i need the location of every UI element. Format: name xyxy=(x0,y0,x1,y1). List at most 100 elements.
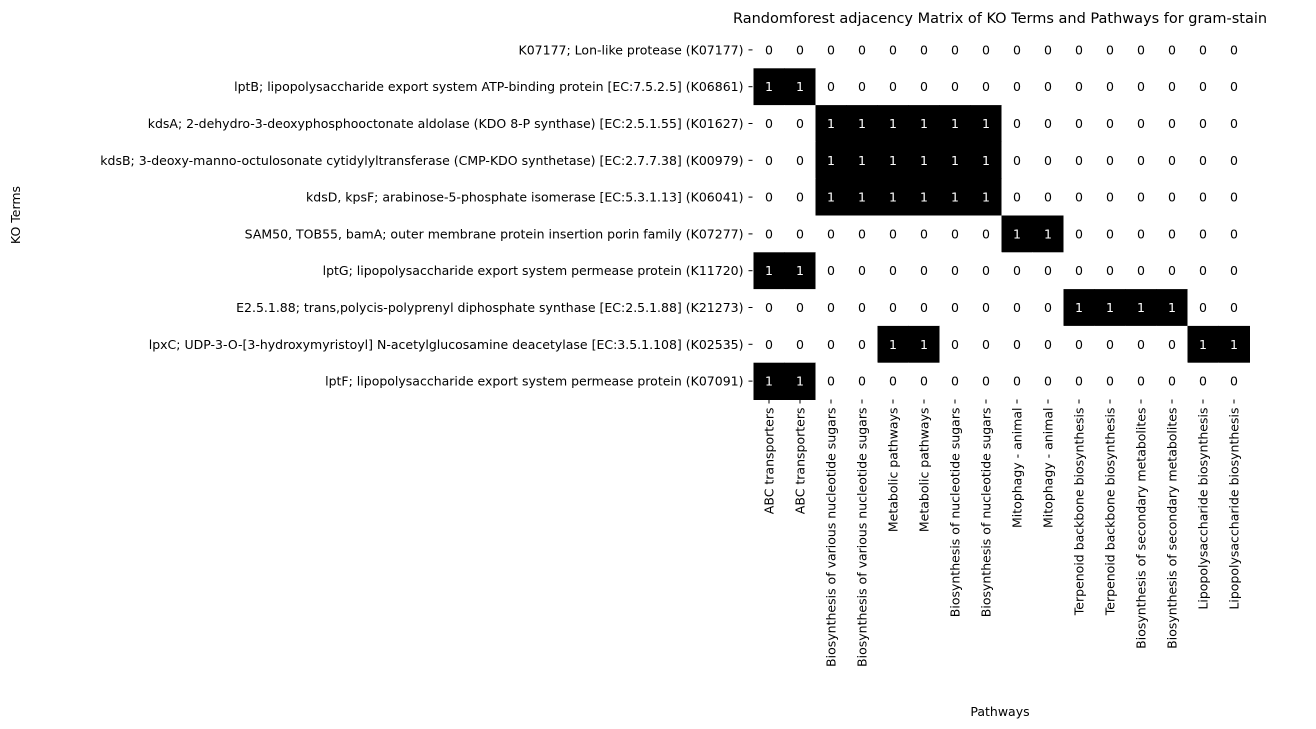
x-tick-label: Biosynthesis of nucleotide sugars xyxy=(948,408,963,618)
cell-value-label: 0 xyxy=(765,337,773,352)
cell-value-label: 1 xyxy=(1106,300,1114,315)
heatmap-cell xyxy=(1156,105,1188,143)
cell-value-label: 0 xyxy=(1106,116,1114,131)
cell-value-label: 1 xyxy=(889,337,897,352)
heatmap-cell xyxy=(908,289,940,327)
heatmap-cell xyxy=(939,31,971,69)
heatmap-cell xyxy=(970,215,1002,253)
heatmap-cell xyxy=(1094,141,1126,180)
cell-value-label: 1 xyxy=(982,153,990,168)
cell-value-label: 1 xyxy=(951,153,959,168)
heatmap-cell xyxy=(753,252,785,290)
cell-value-label: 0 xyxy=(1013,263,1021,278)
cell-value-label: 0 xyxy=(889,42,897,57)
heatmap-cell xyxy=(1094,31,1126,69)
heatmap-cell xyxy=(1001,105,1033,143)
x-tick-label: Metabolic pathways xyxy=(886,408,901,533)
x-tick-label: Biosynthesis of secondary metabolites xyxy=(1134,408,1149,649)
cell-value-label: 0 xyxy=(982,42,990,57)
heatmap-cell xyxy=(1063,325,1095,364)
heatmap-cell xyxy=(1063,178,1095,216)
cell-value-label: 0 xyxy=(1044,79,1052,94)
heatmap-cell xyxy=(846,252,878,290)
heatmap-cell xyxy=(1063,289,1095,327)
cell-value-label: 0 xyxy=(1106,337,1114,352)
cell-value-label: 0 xyxy=(796,116,804,131)
x-tick-label: Terpenoid backbone biosynthesis xyxy=(1103,408,1118,617)
heatmap-cell xyxy=(815,178,847,216)
cell-value-label: 0 xyxy=(858,42,866,57)
heatmap-cell xyxy=(846,289,878,327)
heatmap-cell xyxy=(784,362,816,400)
heatmap-cell xyxy=(846,325,878,364)
cell-value-label: 0 xyxy=(982,263,990,278)
heatmap-cell xyxy=(939,362,971,400)
heatmap-cell xyxy=(1094,215,1126,253)
heatmap-cell xyxy=(908,31,940,69)
heatmap-cell xyxy=(1156,68,1188,106)
heatmap-cell xyxy=(784,178,816,216)
heatmap-cell xyxy=(1032,252,1064,290)
cell-value-label: 0 xyxy=(1230,374,1238,389)
cell-value-label: 0 xyxy=(796,42,804,57)
cell-value-label: 0 xyxy=(1106,42,1114,57)
heatmap-cell xyxy=(1001,68,1033,106)
heatmap-cell xyxy=(1094,178,1126,216)
heatmap-cell xyxy=(815,215,847,253)
x-axis-label: Pathways xyxy=(970,704,1029,719)
cell-value-label: 1 xyxy=(1168,300,1176,315)
cell-value-label: 0 xyxy=(1199,116,1207,131)
cell-value-label: 1 xyxy=(951,116,959,131)
heatmap-cell xyxy=(1001,31,1033,69)
x-tick-label: Metabolic pathways xyxy=(917,408,932,533)
heatmap-cell xyxy=(908,252,940,290)
heatmap-cell xyxy=(1156,325,1188,364)
cell-value-label: 1 xyxy=(920,116,928,131)
cell-value-label: 1 xyxy=(858,116,866,131)
heatmap-cell xyxy=(970,252,1002,290)
cell-value-label: 1 xyxy=(889,190,897,205)
cell-value-label: 0 xyxy=(858,374,866,389)
x-tick-label: Lipopolysaccharide biosynthesis xyxy=(1227,408,1242,610)
heatmap-cell xyxy=(1218,105,1250,143)
x-tick-label: Biosynthesis of various nucleotide sugar… xyxy=(855,408,870,667)
heatmap-cell xyxy=(1218,68,1250,106)
y-axis-label: KO Terms xyxy=(8,186,23,244)
cell-value-label: 1 xyxy=(1199,337,1207,352)
cell-value-label: 0 xyxy=(1199,226,1207,241)
cell-value-label: 0 xyxy=(765,226,773,241)
cell-value-label: 0 xyxy=(796,226,804,241)
cell-value-label: 0 xyxy=(827,374,835,389)
cell-value-label: 1 xyxy=(920,190,928,205)
heatmap-cell xyxy=(908,362,940,400)
cell-value-label: 0 xyxy=(765,153,773,168)
cell-value-label: 0 xyxy=(920,374,928,389)
heatmap-cell xyxy=(1094,362,1126,400)
heatmap-cell xyxy=(784,215,816,253)
heatmap-cell xyxy=(1187,362,1219,400)
heatmap-cell xyxy=(877,141,909,180)
heatmap-cell xyxy=(1063,68,1095,106)
cell-value-label: 0 xyxy=(827,42,835,57)
heatmap-cell xyxy=(1001,178,1033,216)
heatmap-cell xyxy=(1001,252,1033,290)
cell-value-label: 1 xyxy=(920,153,928,168)
y-tick-label: E2.5.1.88; trans,polycis-polyprenyl diph… xyxy=(236,300,743,315)
heatmap-cell xyxy=(753,289,785,327)
cell-value-label: 1 xyxy=(827,153,835,168)
cell-value-label: 0 xyxy=(951,226,959,241)
heatmap-cell xyxy=(877,289,909,327)
heatmap-cell xyxy=(1032,362,1064,400)
cell-value-label: 0 xyxy=(1075,79,1083,94)
cell-value-label: 0 xyxy=(1168,374,1176,389)
cell-value-label: 0 xyxy=(1106,263,1114,278)
y-tick-label: lptF; lipopolysaccharide export system p… xyxy=(325,374,743,389)
heatmap-cell xyxy=(939,105,971,143)
x-tick-labels: ABC transporters ABC transporters Biosynth… xyxy=(762,399,1242,667)
heatmap-cell xyxy=(1032,31,1064,69)
cell-value-label: 0 xyxy=(1137,153,1145,168)
heatmap-cell xyxy=(1187,31,1219,69)
heatmap-cell xyxy=(939,215,971,253)
cell-value-label: 0 xyxy=(1199,190,1207,205)
heatmap-cell xyxy=(970,289,1002,327)
